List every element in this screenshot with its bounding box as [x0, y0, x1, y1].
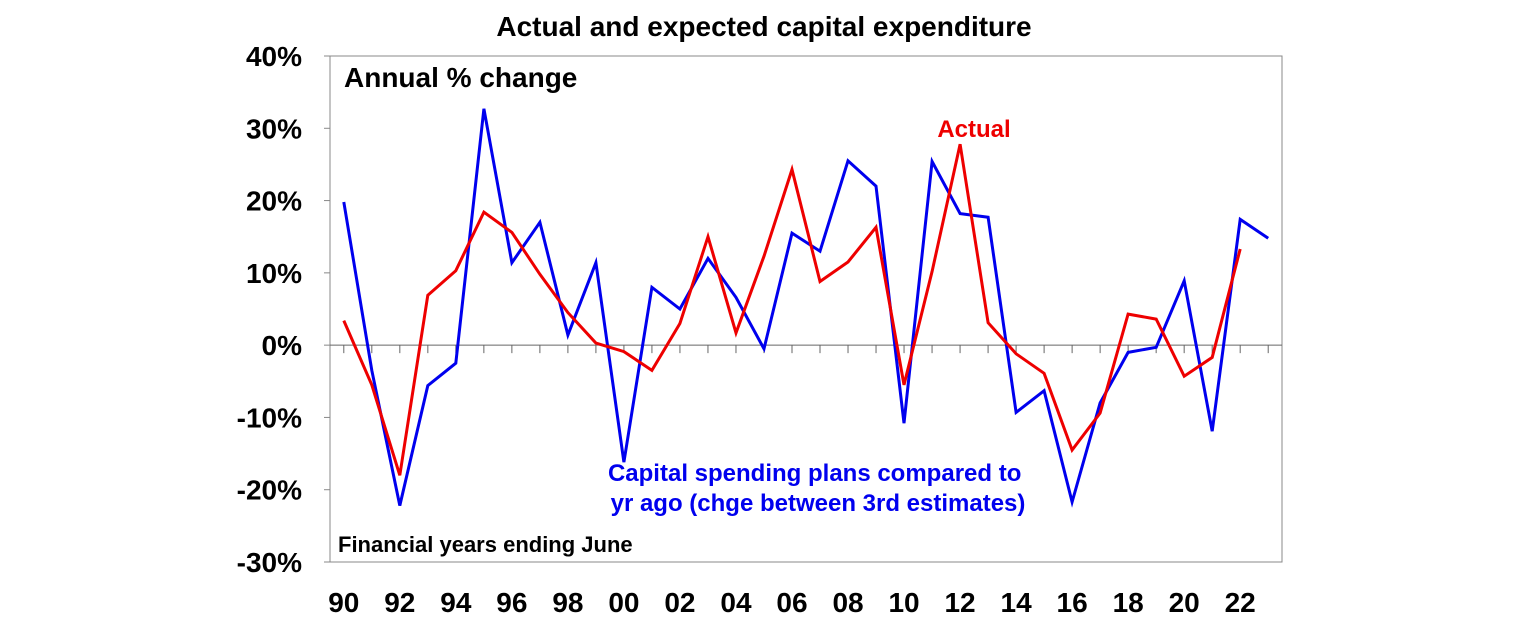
plot-area	[329, 55, 1283, 563]
x-tick-label: 06	[776, 587, 807, 618]
series-line-actual	[342, 143, 1242, 476]
y-tick-label: 30%	[246, 113, 302, 144]
x-tick-label: 16	[1057, 587, 1088, 618]
series-line-plans	[342, 108, 1270, 508]
x-tick-label: 14	[1001, 587, 1033, 618]
series-label-plans-line-1: Capital spending plans compared to	[608, 460, 1021, 487]
y-tick-label: 10%	[246, 258, 302, 289]
y-axis: -30% -20% -10% 0% 10% 20% 30% 40%	[237, 41, 330, 578]
x-tick-label: 02	[664, 587, 695, 618]
series-label-plans-line-2: yr ago (chge between 3rd estimates)	[611, 490, 1026, 517]
y-tick-label: 0%	[262, 330, 303, 361]
x-tick-label: 94	[440, 587, 472, 618]
x-tick-label: 04	[720, 587, 752, 618]
x-tick-label: 10	[888, 587, 919, 618]
y-tick-label: -10%	[237, 402, 302, 433]
series-label-actual-line: Actual	[937, 116, 1010, 143]
x-tick-label: 98	[552, 587, 583, 618]
chart-title: Actual and expected capital expenditure	[496, 11, 1031, 42]
y-tick-label: 40%	[246, 41, 302, 72]
series-label-plans: Capital spending plans compared to yr ag…	[608, 460, 1028, 517]
x-tick-label: 96	[496, 587, 527, 618]
x-axis: 90 92 94 96 98 00 02 04 06 08 10 12 14 16 18 20 22	[328, 345, 1269, 618]
y-tick-label: -20%	[237, 475, 302, 506]
x-tick-label: 90	[328, 587, 359, 618]
series-layer	[342, 108, 1270, 508]
x-tick-label: 12	[944, 587, 975, 618]
y-tick-label: 20%	[246, 186, 302, 217]
x-tick-label: 20	[1169, 587, 1200, 618]
x-tick-label: 22	[1225, 587, 1256, 618]
x-tick-label: 92	[384, 587, 415, 618]
x-tick-label: 18	[1113, 587, 1144, 618]
series-label-actual: Actual	[937, 116, 1010, 143]
x-tick-label: 00	[608, 587, 639, 618]
x-tick-label: 08	[832, 587, 863, 618]
y-tick-label: -30%	[237, 547, 302, 578]
chart-footnote: Financial years ending June	[338, 532, 633, 557]
chart-subtitle: Annual % change	[344, 62, 577, 93]
